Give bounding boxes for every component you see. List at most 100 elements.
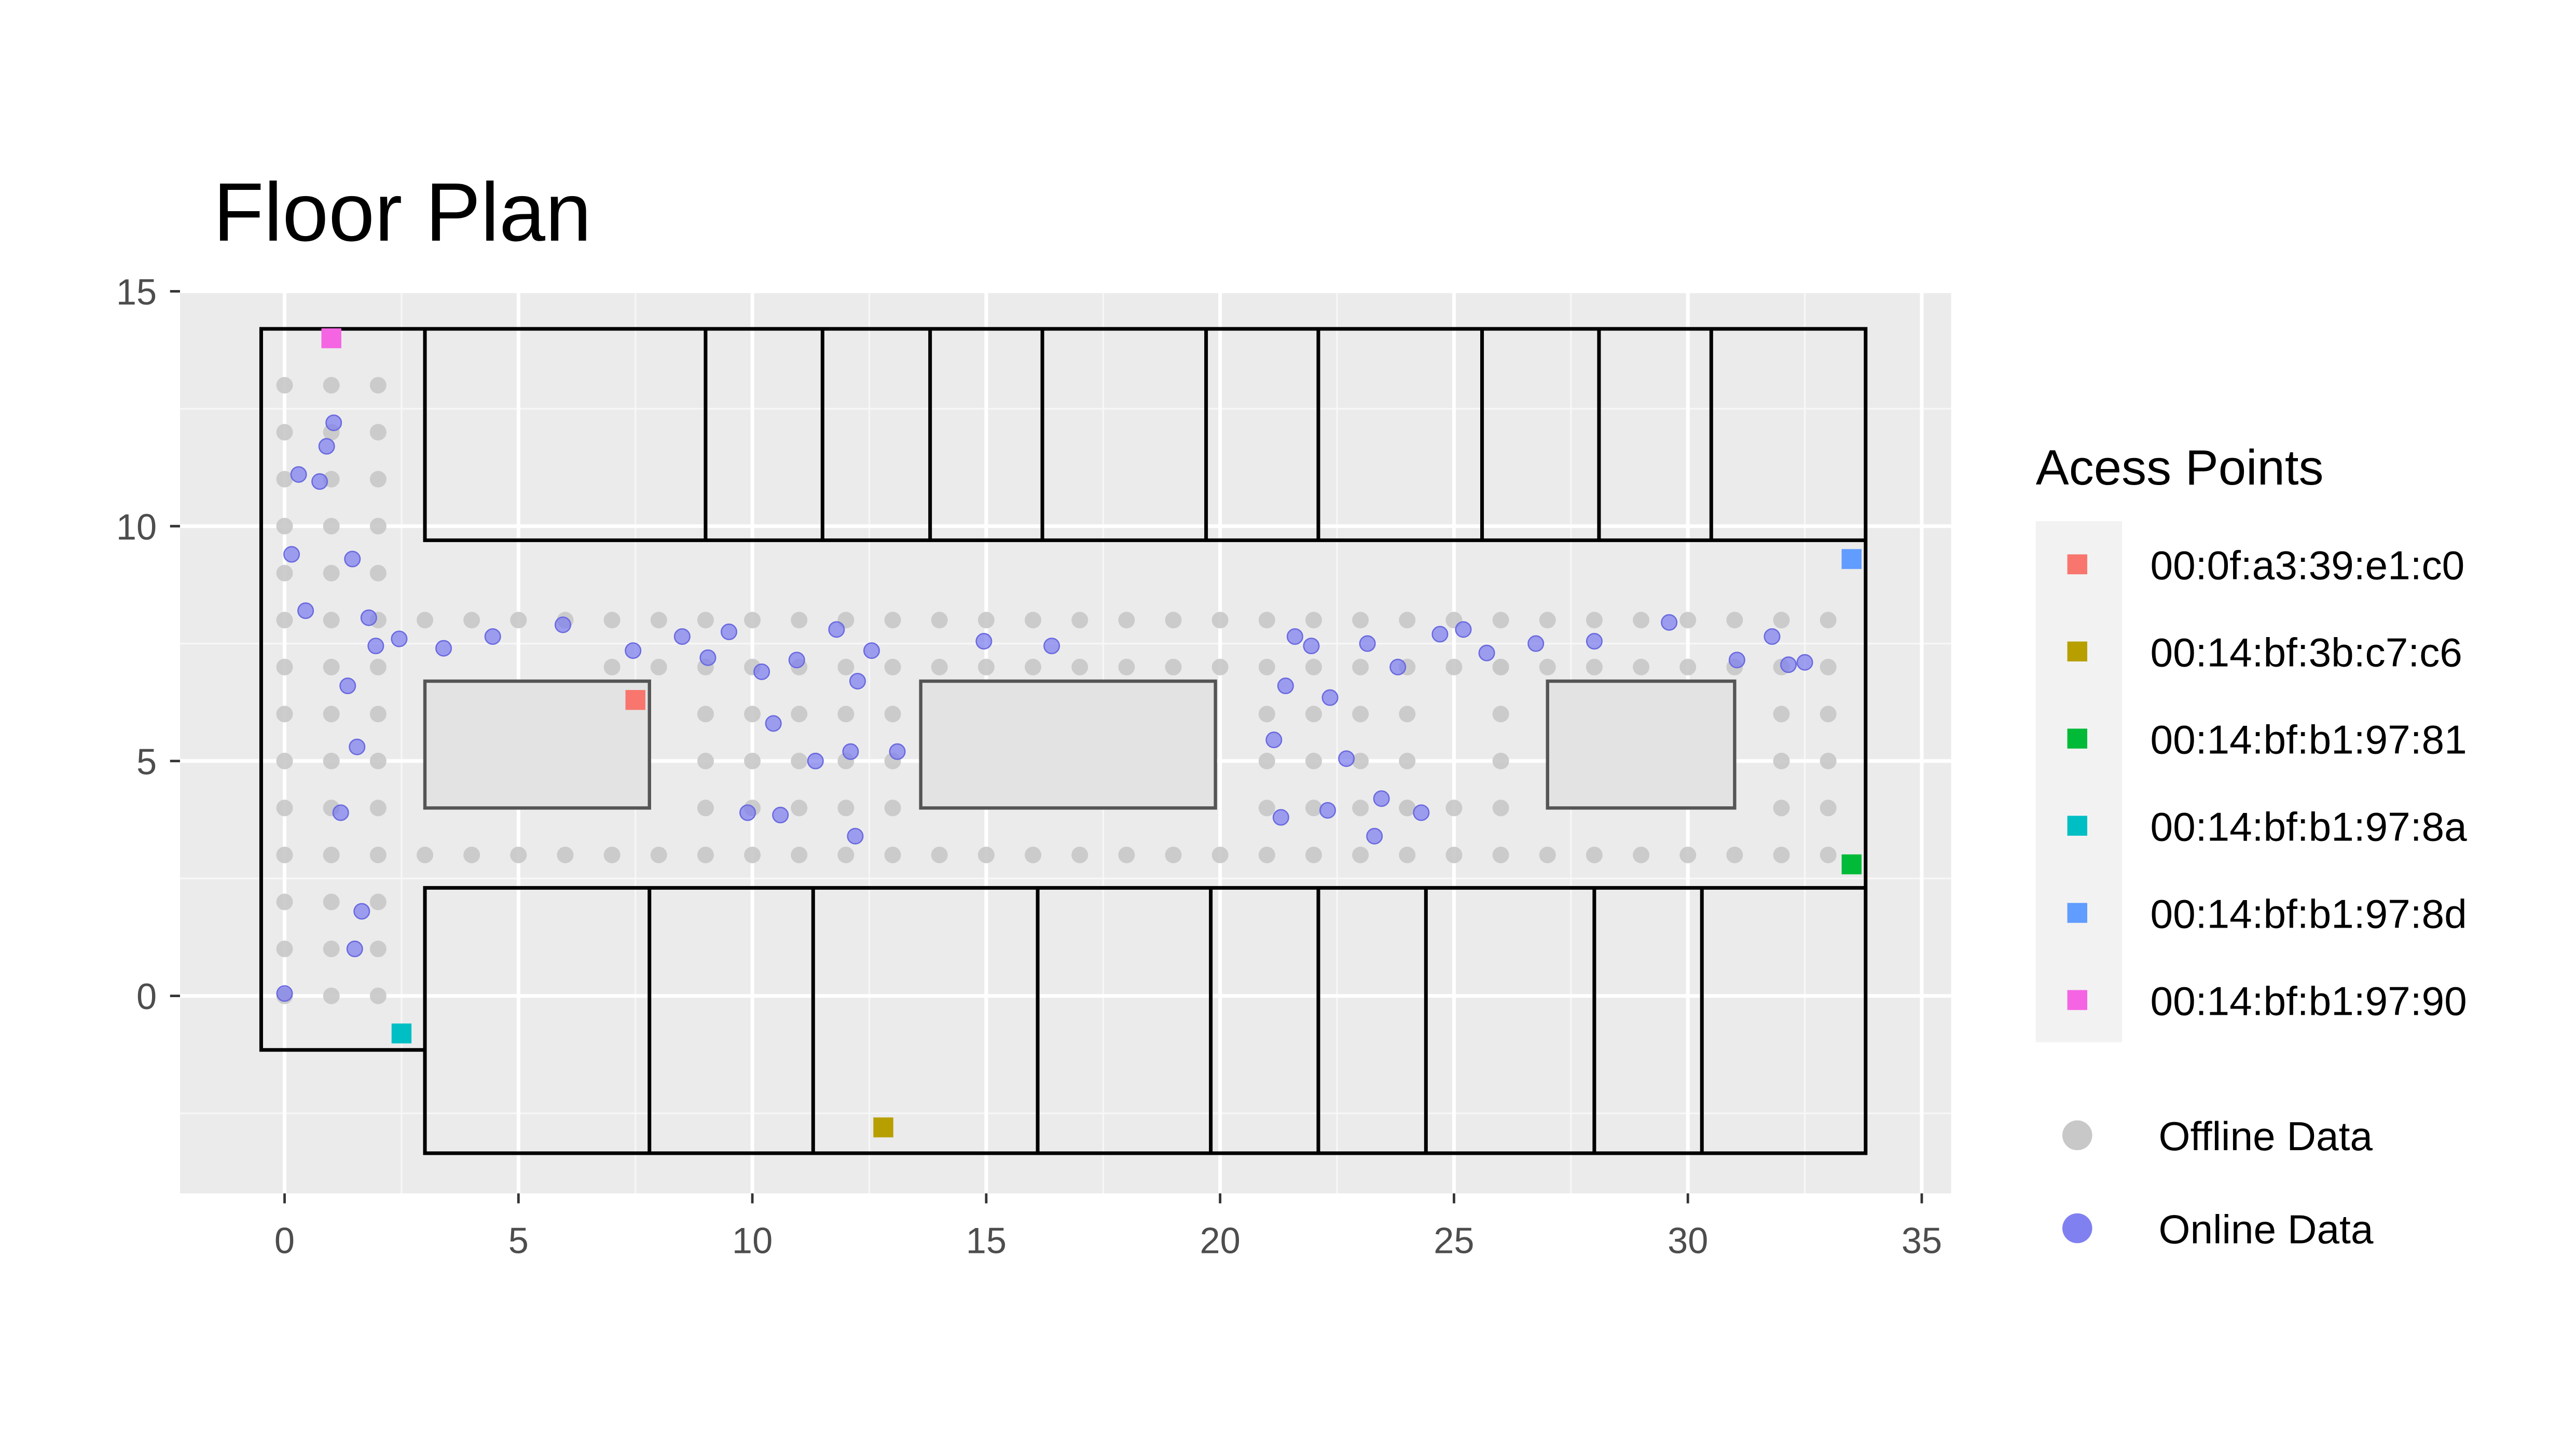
offline-point — [1773, 612, 1790, 629]
offline-point — [369, 471, 387, 488]
offline-point — [369, 941, 387, 958]
access-point-marker — [391, 1023, 412, 1044]
online-point — [625, 642, 642, 659]
online-point — [349, 738, 366, 755]
offline-point — [744, 846, 761, 863]
offline-point — [1305, 846, 1322, 863]
offline-point — [276, 941, 293, 958]
offline-point — [837, 799, 855, 817]
offline-point — [884, 658, 901, 675]
axes: 0 5 10 15 20 25 30 35 0 5 10 15 — [116, 271, 1942, 1261]
offline-point — [1679, 612, 1697, 629]
offline-point — [1445, 846, 1463, 863]
offline-point — [1820, 846, 1837, 863]
offline-point — [1165, 846, 1182, 863]
offline-point — [650, 658, 667, 675]
offline-point — [369, 518, 387, 535]
offline-point — [1258, 799, 1275, 817]
offline-point — [276, 893, 293, 910]
online-point — [1527, 635, 1545, 652]
offline-point — [323, 941, 340, 958]
offline-point — [416, 846, 433, 863]
top-office-wall — [423, 328, 1866, 542]
x-tick-label: 10 — [732, 1220, 773, 1261]
offline-point — [1820, 612, 1837, 629]
legend-key-access-point — [2067, 990, 2087, 1010]
offline-point — [1773, 799, 1790, 817]
offline-point — [463, 846, 480, 863]
access-point-marker — [625, 689, 645, 710]
online-point — [1780, 656, 1797, 673]
legend-key-background — [2035, 521, 2123, 1043]
offline-point — [276, 564, 293, 582]
online-point — [311, 473, 328, 490]
offline-point — [1492, 658, 1509, 675]
access-point-markers — [321, 328, 1862, 1138]
offline-point — [1820, 658, 1837, 675]
online-point — [828, 621, 845, 638]
offline-point — [697, 799, 714, 817]
offline-point — [697, 706, 714, 723]
online-point — [283, 546, 300, 563]
online-point — [1728, 652, 1745, 669]
access-point-marker — [321, 328, 341, 349]
online-point — [1366, 827, 1383, 845]
offline-point — [1258, 706, 1275, 723]
online-point — [344, 550, 361, 568]
offline-point — [323, 987, 340, 1004]
offline-point — [1633, 658, 1650, 675]
online-point — [753, 663, 770, 680]
offline-point — [931, 846, 948, 863]
online-point — [1359, 635, 1376, 652]
offline-point — [744, 612, 761, 629]
online-point — [554, 616, 571, 633]
offline-point — [323, 752, 340, 769]
online-point — [484, 628, 501, 645]
legend-key-access-point — [2067, 816, 2087, 836]
offline-point — [1586, 612, 1603, 629]
offline-point — [1399, 846, 1416, 863]
offline-point — [1399, 706, 1416, 723]
offline-point — [1258, 658, 1275, 675]
offline-point — [369, 799, 387, 817]
legend-label-access-point: 00:14:bf:b1:97:81 — [2151, 716, 2467, 762]
offline-point — [1539, 846, 1556, 863]
offline-point — [1492, 752, 1509, 769]
offline-point — [1071, 658, 1089, 675]
offline-point — [884, 799, 901, 817]
offline-point — [977, 612, 995, 629]
online-point — [788, 652, 805, 669]
access-point-marker — [1841, 854, 1862, 875]
offline-point — [884, 612, 901, 629]
offline-point — [1492, 799, 1509, 817]
offline-point — [276, 424, 293, 441]
offline-point — [744, 752, 761, 769]
online-point — [318, 438, 335, 455]
offline-point — [744, 706, 761, 723]
online-point — [1478, 644, 1495, 661]
online-point — [325, 414, 342, 431]
chart-title: Floor Plan — [213, 165, 591, 258]
offline-point — [1773, 706, 1790, 723]
offline-point — [1352, 612, 1369, 629]
online-point — [367, 638, 384, 655]
offline-point — [1445, 658, 1463, 675]
offline-point — [1820, 706, 1837, 723]
online-point — [807, 752, 824, 769]
offline-point — [1773, 752, 1790, 769]
offline-point — [1211, 658, 1229, 675]
online-point — [1319, 802, 1337, 819]
online-point — [391, 630, 408, 647]
offline-point — [276, 706, 293, 723]
offline-point — [276, 377, 293, 394]
online-point — [1413, 804, 1430, 821]
x-tick-label: 5 — [508, 1220, 529, 1261]
online-point — [346, 941, 363, 958]
offline-point — [837, 658, 855, 675]
legend-key-data — [2062, 1120, 2092, 1151]
offline-point — [1211, 846, 1229, 863]
offline-point — [1679, 658, 1697, 675]
online-point — [276, 985, 293, 1002]
legend-key-access-point — [2067, 903, 2087, 923]
